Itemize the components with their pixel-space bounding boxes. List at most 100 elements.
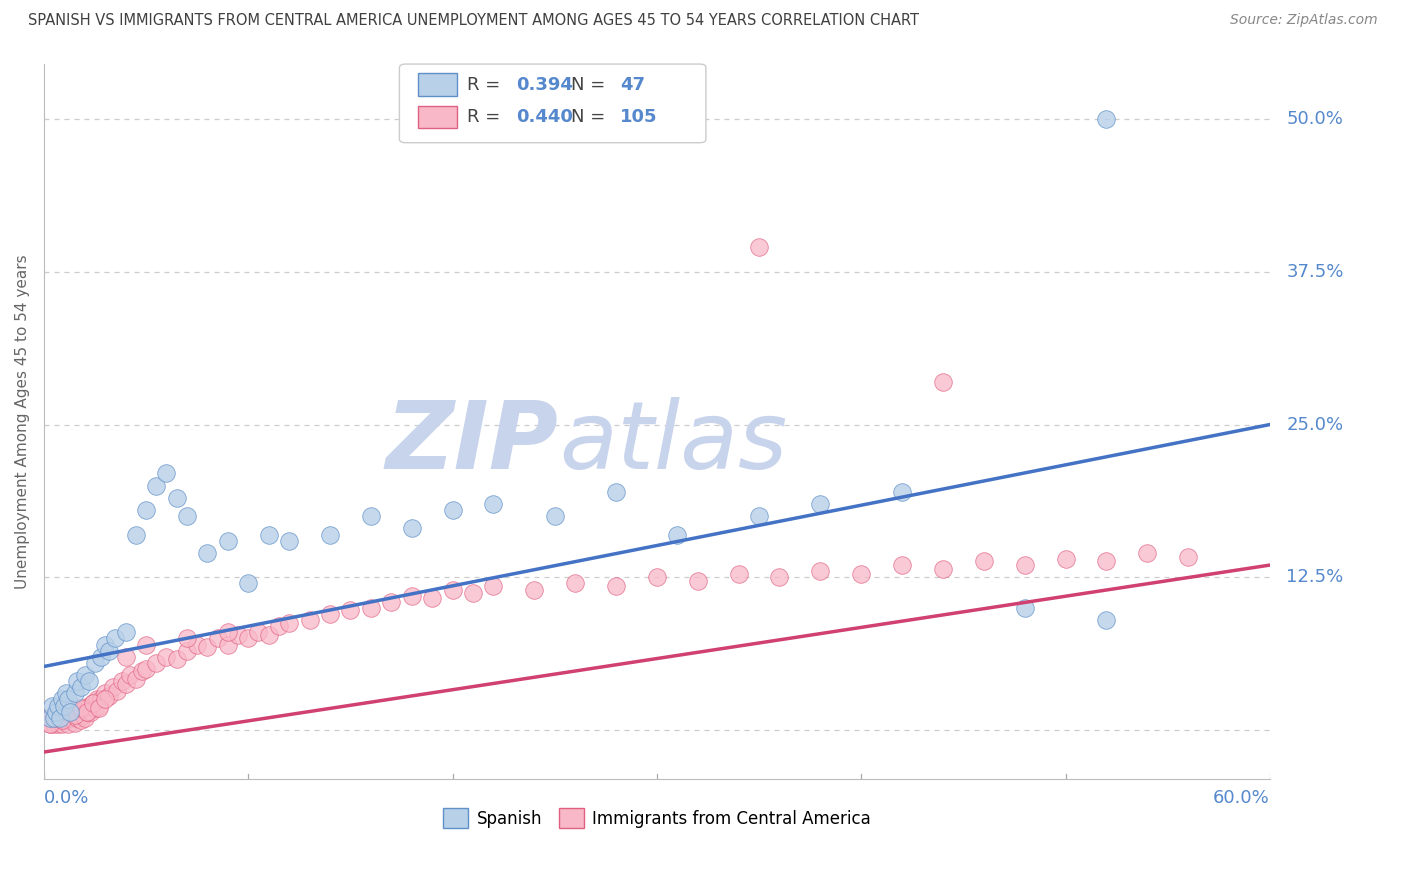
Point xyxy=(257,628,280,642)
Text: 0.394: 0.394 xyxy=(516,76,572,94)
Point xyxy=(544,509,567,524)
Point xyxy=(420,591,443,605)
Point xyxy=(401,521,423,535)
Point xyxy=(360,600,382,615)
Point xyxy=(932,562,955,576)
Point xyxy=(73,701,96,715)
Point xyxy=(166,491,188,505)
Point xyxy=(207,632,229,646)
Point xyxy=(808,564,831,578)
Point xyxy=(82,696,104,710)
Point xyxy=(39,717,62,731)
Point xyxy=(41,698,63,713)
Point xyxy=(748,509,770,524)
Point xyxy=(104,632,127,646)
Point xyxy=(973,554,995,568)
Point xyxy=(45,713,67,727)
Point xyxy=(1014,558,1036,572)
Point xyxy=(58,692,80,706)
Point xyxy=(135,638,157,652)
Point xyxy=(319,607,342,621)
Text: N =: N = xyxy=(571,108,612,126)
Point xyxy=(65,711,87,725)
Point xyxy=(53,698,76,713)
Point xyxy=(53,705,76,719)
Point xyxy=(257,527,280,541)
Point xyxy=(686,574,709,588)
Point xyxy=(226,628,249,642)
Point xyxy=(65,674,87,689)
Point xyxy=(605,579,627,593)
Legend: Spanish, Immigrants from Central America: Spanish, Immigrants from Central America xyxy=(436,801,877,835)
Text: 50.0%: 50.0% xyxy=(1286,110,1343,128)
FancyBboxPatch shape xyxy=(418,105,457,128)
Point xyxy=(166,652,188,666)
Point xyxy=(605,484,627,499)
Point xyxy=(49,705,72,719)
Point xyxy=(45,705,67,719)
Point xyxy=(155,467,177,481)
FancyBboxPatch shape xyxy=(399,64,706,143)
Point xyxy=(69,701,91,715)
Point xyxy=(1177,549,1199,564)
Point xyxy=(727,566,749,581)
Point xyxy=(131,665,153,679)
Point xyxy=(69,704,91,718)
Point xyxy=(217,638,239,652)
Point xyxy=(110,674,132,689)
Point xyxy=(51,717,73,731)
Text: 0.440: 0.440 xyxy=(516,108,572,126)
Point xyxy=(46,708,69,723)
Point xyxy=(114,676,136,690)
Text: R =: R = xyxy=(467,108,506,126)
Point xyxy=(145,478,167,492)
Text: Source: ZipAtlas.com: Source: ZipAtlas.com xyxy=(1230,13,1378,28)
Point xyxy=(87,698,110,713)
Point xyxy=(69,680,91,694)
Point xyxy=(135,662,157,676)
Text: 105: 105 xyxy=(620,108,658,126)
Point xyxy=(114,649,136,664)
Point xyxy=(58,705,80,719)
Point xyxy=(76,705,98,719)
Point xyxy=(125,527,148,541)
Text: 25.0%: 25.0% xyxy=(1286,416,1343,434)
Point xyxy=(42,711,65,725)
Point xyxy=(59,705,82,719)
Point xyxy=(278,615,301,630)
Point xyxy=(523,582,546,597)
Point xyxy=(482,579,505,593)
Point xyxy=(176,643,198,657)
Point xyxy=(238,576,260,591)
Point xyxy=(125,672,148,686)
Y-axis label: Unemployment Among Ages 45 to 54 years: Unemployment Among Ages 45 to 54 years xyxy=(15,254,30,589)
Point xyxy=(55,711,77,725)
Point xyxy=(39,711,62,725)
Point xyxy=(195,546,218,560)
Point xyxy=(49,713,72,727)
Point xyxy=(1014,600,1036,615)
Point xyxy=(82,696,104,710)
Text: N =: N = xyxy=(571,76,612,94)
Point xyxy=(645,570,668,584)
Point xyxy=(1054,552,1077,566)
Point xyxy=(298,613,321,627)
Point xyxy=(76,705,98,719)
Point xyxy=(176,632,198,646)
Point xyxy=(851,566,873,581)
Point xyxy=(84,656,107,670)
Point xyxy=(441,582,464,597)
Point xyxy=(63,705,86,719)
Point xyxy=(73,668,96,682)
Point xyxy=(77,698,100,713)
Point xyxy=(217,533,239,548)
Point xyxy=(932,375,955,389)
Point xyxy=(891,558,914,572)
Point xyxy=(63,715,86,730)
Point xyxy=(51,692,73,706)
Point xyxy=(186,638,208,652)
Point xyxy=(73,711,96,725)
Point xyxy=(58,717,80,731)
Point xyxy=(94,692,117,706)
Point xyxy=(98,689,121,703)
